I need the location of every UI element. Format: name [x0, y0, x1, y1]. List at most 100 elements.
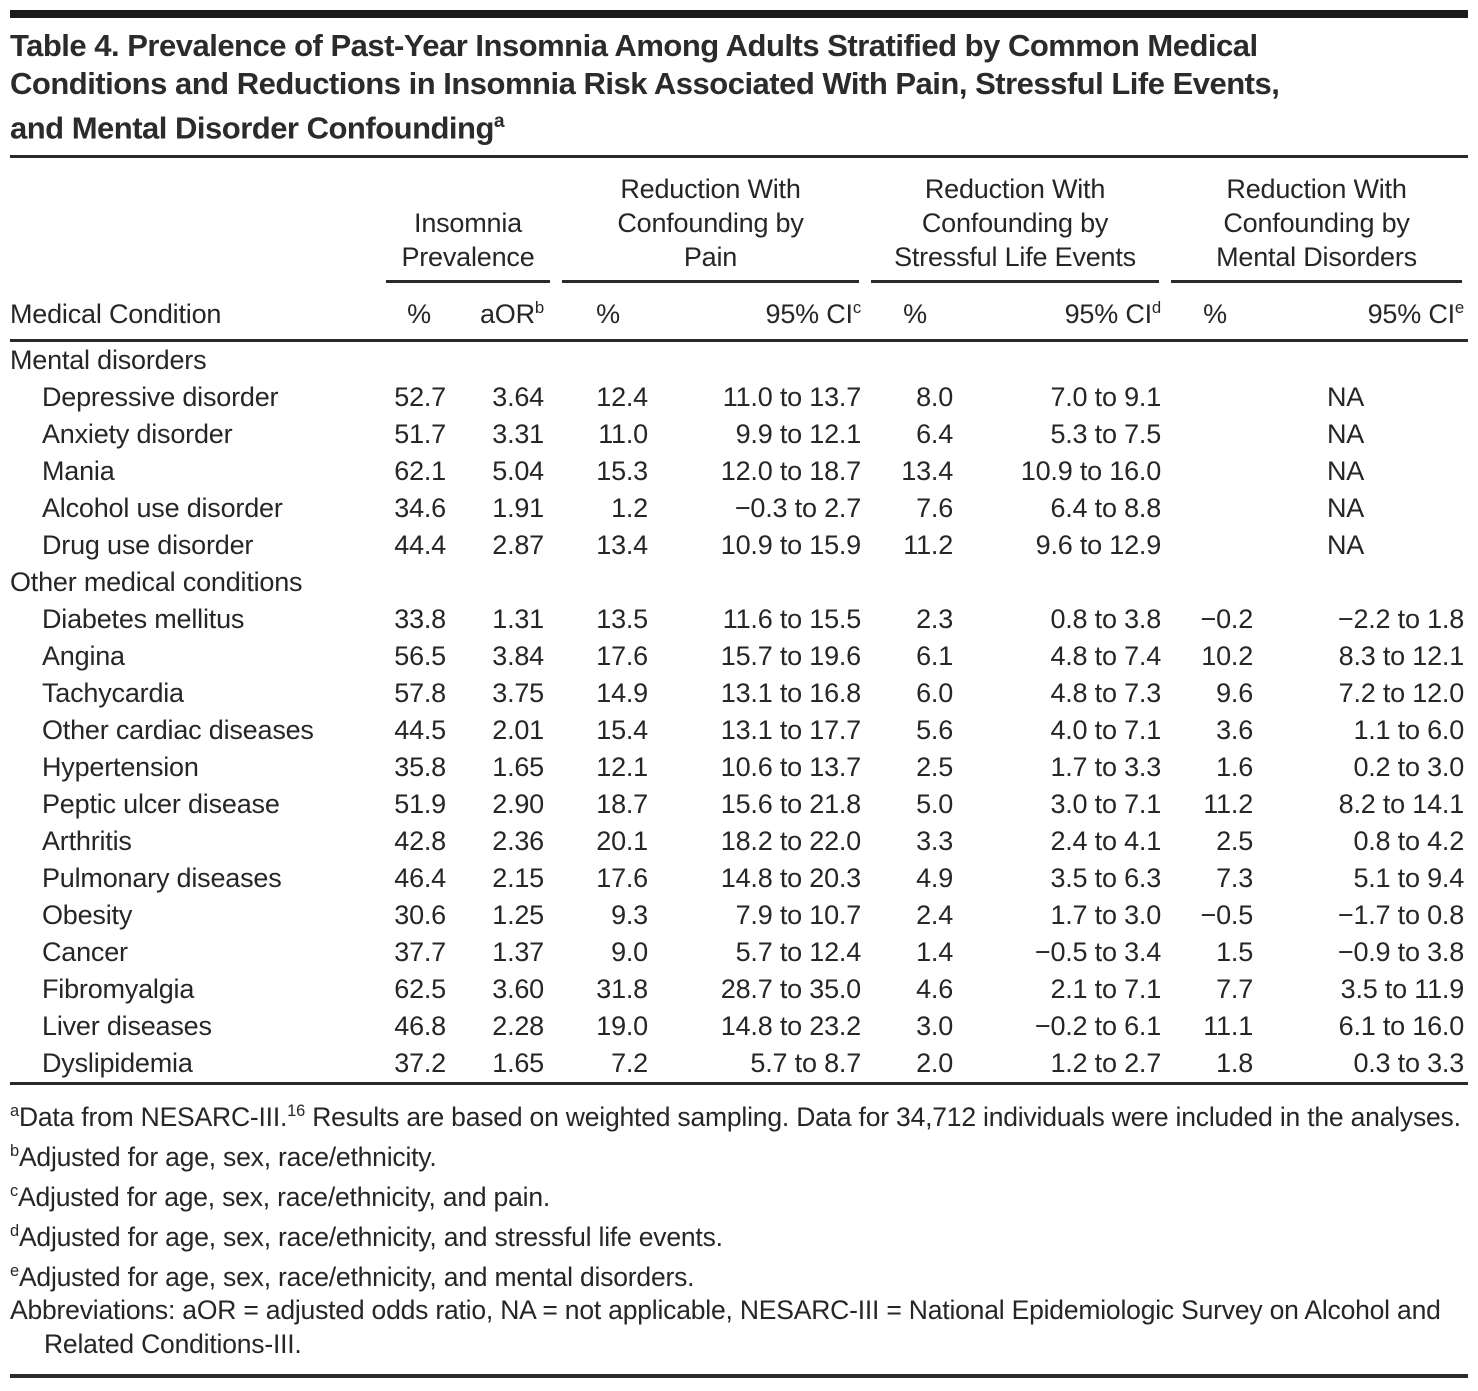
md-pct-cell: 3.6: [1216, 715, 1254, 746]
pain-pct-cell: 12.4: [596, 382, 648, 413]
insomnia-pct-cell: 51.7: [394, 419, 446, 450]
subheader-md-ci-text: 95% CI: [1367, 299, 1456, 330]
sle-pct-cell: 1.4: [916, 937, 954, 968]
footnote-a-marker: a: [10, 1102, 19, 1121]
footnote-c-text: Adjusted for age, sex, race/ethnicity, a…: [18, 1181, 551, 1212]
footnote-b-text: Adjusted for age, sex, race/ethnicity.: [18, 1141, 437, 1172]
sle-ci-cell: 4.8 to 7.4: [1050, 641, 1162, 672]
condition-cell: Dyslipidemia: [10, 1045, 380, 1086]
group-header-reduction-mental-disorders: Reduction With Confounding by Mental Dis…: [1165, 158, 1468, 284]
aor-cell: 3.84: [492, 641, 544, 672]
footnote-abbreviations-text: Abbreviations: aOR = adjusted odds ratio…: [10, 1295, 1441, 1360]
sle-ci-cell: 1.7 to 3.3: [1050, 752, 1162, 783]
condition-cell: Mania: [42, 456, 115, 487]
insomnia-pct-cell: 62.5: [394, 974, 446, 1005]
condition-cell: Peptic ulcer disease: [42, 789, 280, 820]
md-na-cell: NA: [1326, 493, 1365, 524]
aor-cell: 1.91: [492, 493, 544, 524]
pain-ci-cell: 5.7 to 12.4: [735, 937, 862, 968]
group-row-label: Other medical conditions: [10, 567, 303, 598]
group-header-insomnia-prevalence: Insomnia Prevalence: [380, 158, 556, 284]
sle-ci-cell: 2.4 to 4.1: [1050, 826, 1162, 857]
md-pct-cell: 1.6: [1216, 752, 1254, 783]
subheader-md-ci: 95% CIe: [1265, 283, 1469, 343]
insomnia-pct-cell: 51.9: [394, 789, 446, 820]
pain-ci-cell: −0.3 to 2.7: [734, 493, 862, 524]
insomnia-pct-cell: 35.8: [394, 752, 446, 783]
sle-ci-cell: 9.6 to 12.9: [1035, 530, 1162, 561]
table-title-footnote-marker: a: [493, 111, 505, 132]
footnote-a-text-pre: Data from NESARC-III.: [18, 1102, 288, 1133]
footnote-abbreviations: Abbreviations: aOR = adjusted odds ratio…: [10, 1293, 1468, 1361]
subheader-pain-ci: 95% CIc: [660, 283, 866, 343]
md-pct-cell: 1.8: [1165, 1045, 1266, 1086]
title-divider-rule: [10, 155, 1468, 159]
md-pct-cell: 11.2: [1203, 789, 1254, 820]
table-title: Table 4. Prevalence of Past-Year Insomni…: [10, 27, 1466, 147]
condition-cell: Hypertension: [42, 752, 199, 783]
group-header-reduction-pain: Reduction With Confounding by Pain: [556, 158, 865, 284]
md-ci-cell: 8.3 to 12.1: [1338, 641, 1465, 672]
footnote-e-text: Adjusted for age, sex, race/ethnicity, a…: [18, 1261, 695, 1292]
aor-cell: 1.65: [458, 1045, 556, 1086]
aor-cell: 2.15: [492, 863, 544, 894]
pain-ci-cell: 18.2 to 22.0: [720, 826, 862, 857]
sle-pct-cell: 13.4: [901, 456, 954, 487]
footnote-d: dAdjusted for age, sex, race/ethnicity, …: [10, 1214, 1468, 1254]
md-ci-cell: 6.1 to 16.0: [1338, 1011, 1465, 1042]
insomnia-pct-cell: 30.6: [394, 900, 446, 931]
pain-ci-cell: 13.1 to 16.8: [720, 678, 862, 709]
pain-pct-cell: 17.6: [596, 863, 648, 894]
table-bottom-rule: [10, 1374, 1468, 1379]
footnote-b-marker: b: [10, 1142, 19, 1161]
sle-ci-cell: 5.3 to 7.5: [1050, 419, 1162, 450]
table-row-dyslipidemia: Dyslipidemia 37.2 1.65 7.2 5.7 to 8.7 2.…: [10, 1045, 1469, 1086]
sle-ci-cell: 0.8 to 3.8: [1050, 604, 1162, 635]
condition-cell: Diabetes mellitus: [42, 604, 245, 635]
condition-cell: Other cardiac diseases: [42, 715, 314, 746]
table-row-cancer: Cancer 37.7 1.37 9.0 5.7 to 12.4 1.4 −0.…: [10, 934, 1468, 971]
insomnia-pct-cell: 46.8: [394, 1011, 446, 1042]
sle-pct-cell: 6.1: [916, 641, 954, 672]
subheader-insomnia-pct: %: [380, 283, 458, 343]
insomnia-pct-cell: 44.4: [394, 530, 446, 561]
sle-ci-cell: −0.2 to 6.1: [1034, 1011, 1162, 1042]
group-header-row: Medical Condition Insomnia Prevalence Re…: [10, 158, 1468, 343]
condition-cell: Cancer: [42, 937, 128, 968]
md-na-cell: NA: [1326, 419, 1365, 450]
sle-ci-cell: 7.0 to 9.1: [1050, 382, 1162, 413]
md-ci-cell: 5.1 to 9.4: [1353, 863, 1465, 894]
table-row-arthritis: Arthritis 42.8 2.36 20.1 18.2 to 22.0 3.…: [10, 823, 1468, 860]
condition-cell: Liver diseases: [42, 1011, 212, 1042]
aor-cell: 2.90: [492, 789, 544, 820]
subheader-pain-pct: %: [556, 283, 660, 343]
subheader-aor-text: aOR: [479, 299, 535, 330]
aor-cell: 2.36: [492, 826, 544, 857]
condition-cell: Fibromyalgia: [42, 974, 195, 1005]
sle-pct-cell: 6.4: [916, 419, 954, 450]
pain-ci-cell: 28.7 to 35.0: [720, 974, 862, 1005]
md-ci-cell: 1.1 to 6.0: [1353, 715, 1465, 746]
sle-ci-cell: 10.9 to 16.0: [1020, 456, 1162, 487]
condition-cell: Arthritis: [42, 826, 132, 857]
md-na-cell: NA: [1326, 456, 1365, 487]
md-ci-cell: −2.2 to 1.8: [1337, 604, 1465, 635]
sle-ci-cell: 4.8 to 7.3: [1050, 678, 1162, 709]
md-ci-cell: 0.3 to 3.3: [1265, 1045, 1469, 1086]
pain-ci-cell: 9.9 to 12.1: [735, 419, 862, 450]
aor-cell: 3.60: [492, 974, 544, 1005]
pain-pct-cell: 20.1: [596, 826, 648, 857]
md-ci-cell: 0.8 to 4.2: [1353, 826, 1465, 857]
subheader-sle-pct: %: [865, 283, 966, 343]
pain-ci-cell: 14.8 to 23.2: [720, 1011, 862, 1042]
table-row-angina: Angina 56.5 3.84 17.6 15.7 to 19.6 6.1 4…: [10, 638, 1468, 675]
sle-ci-cell: 1.2 to 2.7: [965, 1045, 1166, 1086]
insomnia-pct-cell: 34.6: [394, 493, 446, 524]
insomnia-pct-cell: 52.7: [394, 382, 446, 413]
pain-pct-cell: 9.0: [611, 937, 648, 968]
md-ci-cell: −0.9 to 3.8: [1337, 937, 1465, 968]
insomnia-pct-cell: 42.8: [394, 826, 446, 857]
footnote-c: cAdjusted for age, sex, race/ethnicity, …: [10, 1174, 1468, 1214]
pain-ci-cell: 11.6 to 15.5: [722, 604, 862, 635]
group-header-reduction-pain-label: Reduction With Confounding by Pain: [562, 172, 860, 284]
